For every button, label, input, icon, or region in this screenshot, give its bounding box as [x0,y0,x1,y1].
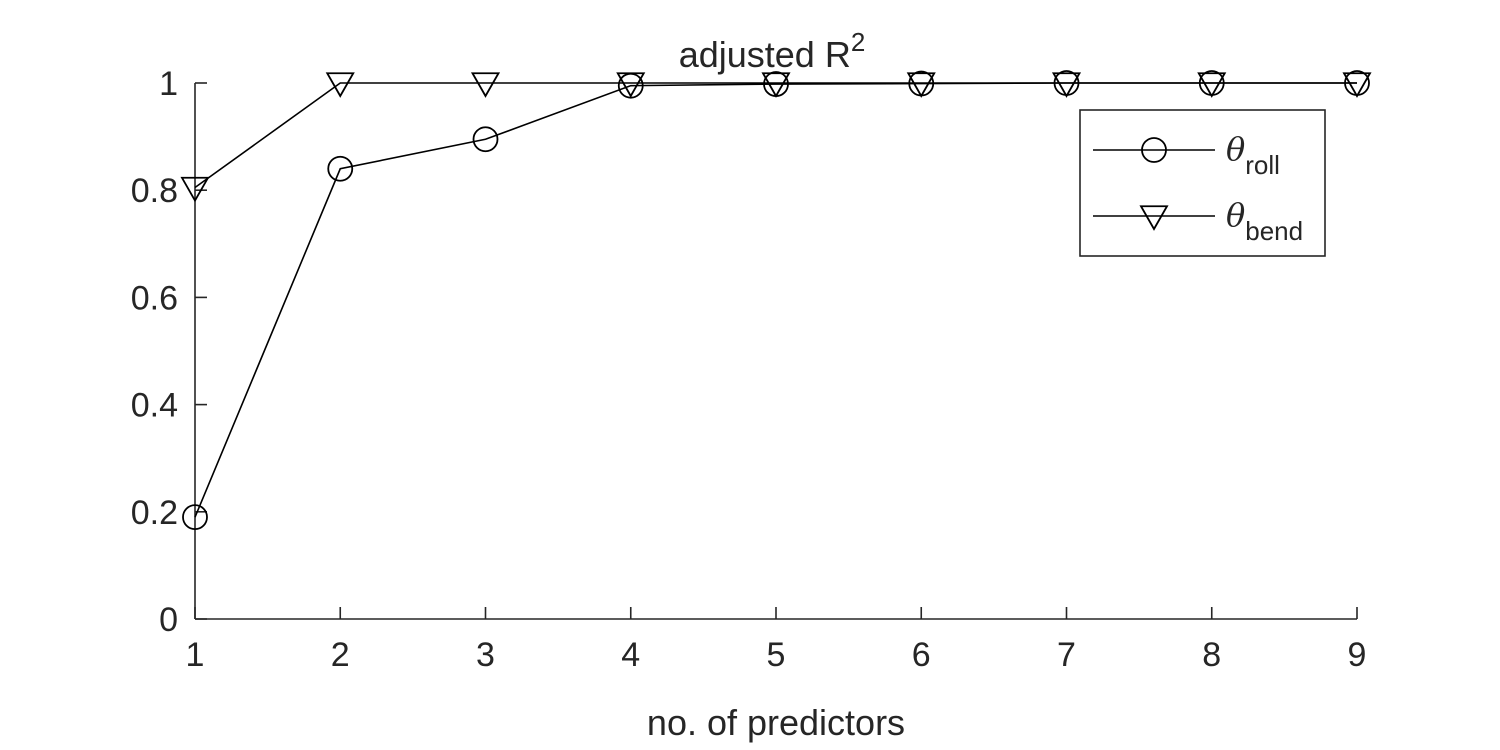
y-tick-label: 1 [159,65,178,103]
legend-marker-bend [1139,205,1169,231]
data-point-bend [325,72,355,98]
y-tick-label: 0.8 [131,172,178,210]
x-tick-label: 7 [1057,636,1076,674]
y-tick-label: 0.2 [131,494,178,532]
legend-label-bend: θbend [1226,196,1303,246]
data-point-bend [761,72,791,98]
data-point-bend [1051,72,1082,98]
series-layer [180,70,1372,531]
data-point-bend [1197,72,1227,98]
legend-subscript: bend [1245,216,1303,246]
chart-title-main: adjusted R [679,34,851,75]
x-tick-label: 3 [476,636,495,674]
series-bend [180,72,1372,203]
x-axis-label: no. of predictors [647,702,905,743]
data-point-bend [906,72,936,98]
legend-marker-roll [1141,137,1167,163]
legend-entry-roll: θroll [1093,130,1280,180]
chart-title-superscript: 2 [851,27,865,57]
legend-symbol: θ [1226,196,1245,234]
x-tick-label: 2 [331,636,350,674]
data-point-bend [1342,72,1372,98]
data-point-roll [182,504,208,531]
legend-symbol: θ [1226,130,1245,168]
y-ticks: 0 0.2 0.4 0.6 0.8 1 [131,65,207,639]
data-point-roll [327,155,354,182]
y-tick-label: 0.6 [131,279,178,317]
legend-box [1079,109,1326,257]
y-tick-label: 0.4 [131,387,178,425]
legend-subscript: roll [1245,150,1280,180]
x-tick-label: 4 [621,636,640,674]
x-tick-label: 6 [912,636,931,674]
x-tick-label: 1 [186,636,205,674]
data-point-roll [472,126,499,153]
x-ticks: 1 2 3 4 5 6 7 8 9 [186,607,1367,674]
y-tick-label: 0 [159,601,178,639]
chart-title: adjusted R2 [679,27,866,75]
legend-entry-bend: θbend [1093,196,1303,246]
data-point-bend [180,176,210,203]
x-tick-label: 5 [767,636,786,674]
x-tick-label: 9 [1348,636,1367,674]
series-line-bend [194,82,1357,189]
x-tick-label: 8 [1202,636,1221,674]
data-point-bend [470,72,501,98]
data-point-bend [616,72,646,98]
legend-label-roll: θroll [1226,130,1280,180]
